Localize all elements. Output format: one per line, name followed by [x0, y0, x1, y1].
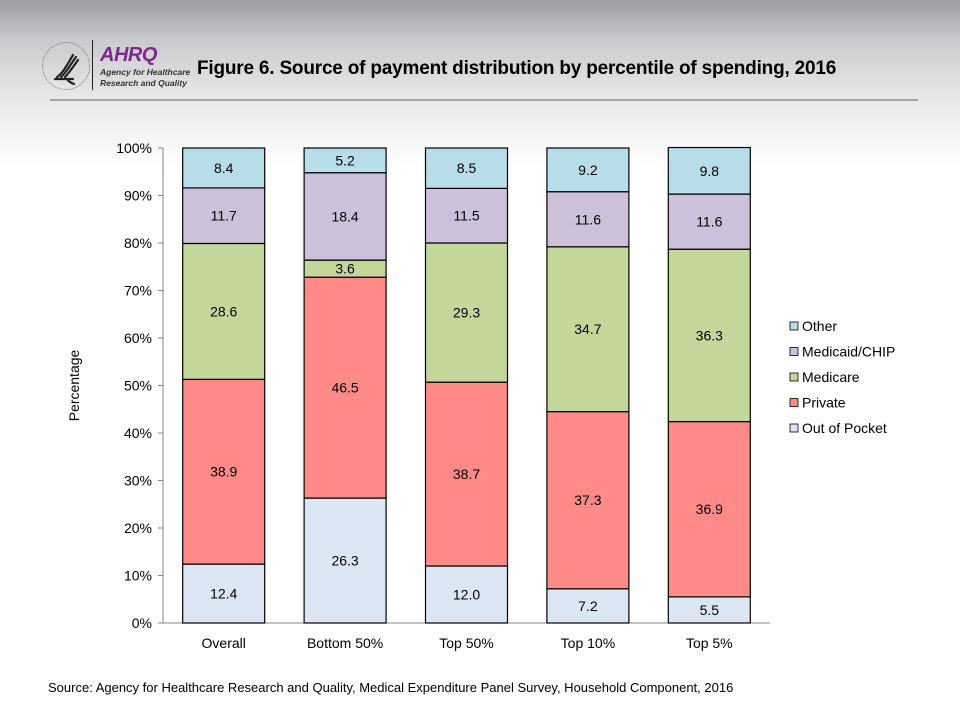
data-label: 29.3 — [453, 305, 480, 321]
y-tick-label: 30% — [124, 473, 152, 489]
bar-segment-out-of-pocket — [546, 588, 630, 624]
data-label: 28.6 — [210, 303, 237, 319]
header-divider — [50, 99, 918, 101]
data-label: 12.0 — [453, 587, 480, 603]
chart-title: Figure 6. Source of payment distribution… — [197, 58, 837, 79]
bar-segment-out-of-pocket — [303, 497, 387, 624]
data-label: 3.6 — [335, 261, 355, 277]
bar-segment-other — [303, 147, 387, 174]
bar-segment-medicaid-chip — [424, 187, 509, 244]
data-label: 5.5 — [700, 602, 720, 618]
x-tick-label: Bottom 50% — [307, 635, 383, 651]
data-label: 9.2 — [578, 162, 598, 178]
legend-swatch-other — [789, 321, 799, 331]
ahrq-logo: AHRQ — [100, 44, 157, 66]
x-tick-label: Top 5% — [686, 635, 733, 651]
data-label: 37.3 — [574, 492, 601, 508]
bar-segment-medicaid-chip — [303, 172, 387, 261]
data-label: 11.6 — [575, 211, 601, 227]
y-tick-label: 90% — [124, 188, 152, 204]
ahrq-logo-line1: Agency for Healthcare — [100, 67, 191, 77]
bar-segment-medicaid-chip — [546, 191, 630, 248]
y-tick-label: 80% — [124, 235, 152, 251]
bar-segment-private — [424, 381, 509, 567]
legend-label-medicare: Medicare — [802, 369, 860, 385]
data-label: 11.5 — [453, 208, 479, 224]
bar-segment-out-of-pocket — [667, 596, 751, 624]
bar-segment-out-of-pocket — [424, 565, 509, 624]
legend-swatch-out-of-pocket — [789, 423, 799, 433]
y-tick-label: 40% — [124, 425, 152, 441]
y-tick-label: 70% — [124, 283, 152, 299]
y-axis-title: Percentage — [66, 349, 82, 421]
logo-divider — [92, 40, 93, 90]
y-tick-label: 10% — [124, 568, 152, 584]
bar-segment-other — [182, 147, 266, 189]
bar-segment-medicare — [546, 246, 630, 413]
y-tick-label: 100% — [116, 140, 152, 156]
y-tick-label: 0% — [132, 615, 152, 631]
legend-swatch-medicare — [789, 372, 799, 382]
data-label: 9.8 — [700, 163, 720, 179]
legend-swatch-medicaid-chip — [789, 347, 799, 356]
bar-segment-other — [667, 146, 751, 195]
data-label: 5.2 — [335, 152, 355, 168]
data-label: 46.5 — [331, 380, 358, 396]
bar-segment-medicaid-chip — [182, 187, 266, 245]
legend-label-private: Private — [802, 395, 846, 411]
data-label: 11.6 — [696, 214, 722, 230]
bar-segment-private — [546, 411, 630, 590]
bar-segment-medicare — [667, 248, 751, 423]
data-label: 8.5 — [457, 160, 477, 176]
y-tick-label: 20% — [124, 520, 152, 536]
y-tick-label: 50% — [124, 378, 152, 394]
bar-segment-medicaid-chip — [667, 193, 751, 250]
legend-label-medicaid-chip: Medicaid/CHIP — [802, 344, 895, 360]
data-label: 12.4 — [210, 586, 237, 602]
bar-segment-other — [546, 147, 630, 193]
data-label: 36.9 — [696, 501, 723, 517]
ahrq-logo-line2: Research and Quality — [100, 78, 187, 88]
bar-segment-other — [424, 147, 509, 189]
data-label: 36.3 — [696, 327, 723, 343]
data-label: 11.7 — [211, 208, 237, 224]
y-tick-label: 60% — [124, 330, 152, 346]
x-tick-label: Top 50% — [439, 635, 493, 651]
source-note: Source: Agency for Healthcare Research a… — [48, 680, 734, 695]
bar-segment-private — [667, 421, 751, 598]
x-tick-label: Overall — [202, 635, 246, 651]
hhs-seal-icon — [42, 42, 90, 90]
data-label: 38.7 — [453, 466, 480, 482]
data-label: 34.7 — [574, 321, 601, 337]
x-tick-label: Top 10% — [561, 635, 615, 651]
data-label: 38.9 — [210, 464, 237, 480]
legend-swatch-private — [789, 398, 799, 407]
data-label: 8.4 — [214, 160, 234, 176]
bar-segment-medicare — [182, 242, 266, 380]
data-label: 26.3 — [331, 553, 358, 569]
bar-segment-medicare — [424, 242, 509, 383]
slide-header: AHRQ Agency for Healthcare Research and … — [0, 0, 960, 110]
data-label: 7.2 — [578, 598, 598, 614]
legend-label-out-of-pocket: Out of Pocket — [802, 420, 887, 436]
data-label: 18.4 — [331, 208, 358, 224]
legend-label-other: Other — [802, 318, 837, 334]
